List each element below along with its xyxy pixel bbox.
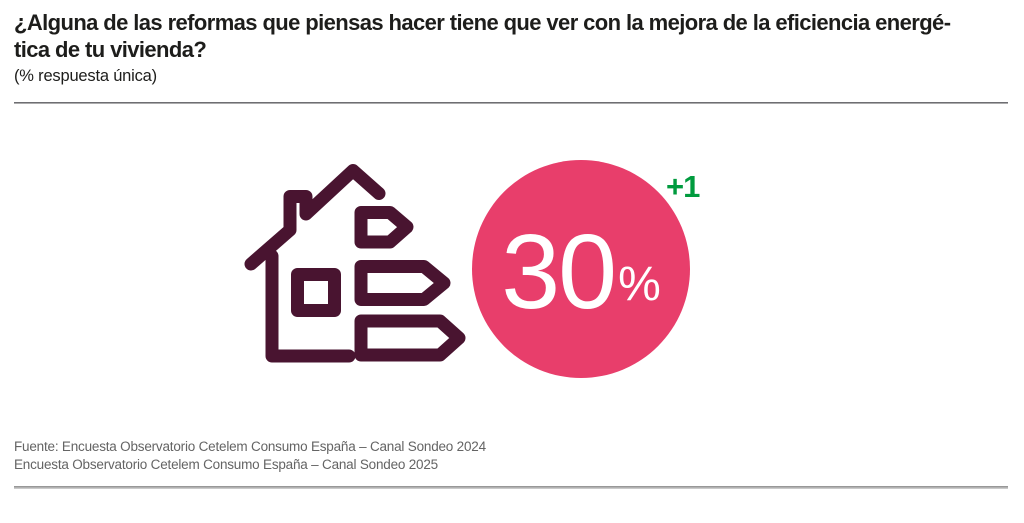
- source-line-2024: Fuente: Encuesta Observatorio Cetelem Co…: [14, 439, 486, 454]
- energy-arrow-medium: [354, 260, 451, 306]
- energy-arrow-large: [354, 314, 466, 362]
- energy-arrow-small: [354, 206, 414, 249]
- page-title-line-2: tica de tu vivienda?: [14, 37, 207, 62]
- source-line-2025: Encuesta Observatorio Cetelem Consumo Es…: [14, 457, 438, 472]
- kpi-circle: 30 %: [472, 160, 690, 378]
- page-title: ¿Alguna de las reformas que piensas hace…: [14, 9, 1014, 63]
- kpi-delta-badge: +1: [666, 169, 700, 204]
- page-title-line-1: ¿Alguna de las reformas que piensas hace…: [14, 10, 951, 35]
- source-footer: Fuente: Encuesta Observatorio Cetelem Co…: [14, 438, 486, 474]
- top-divider: [14, 102, 1008, 104]
- header: ¿Alguna de las reformas que piensas hace…: [14, 9, 1014, 86]
- kpi-value: 30: [501, 213, 617, 331]
- page-subtitle: (% respuesta única): [14, 67, 157, 85]
- kpi-text: 30 %: [501, 219, 661, 325]
- house-energy-rating-icon: [244, 164, 466, 363]
- house-roof-shape: [244, 164, 386, 271]
- kpi-unit: %: [618, 258, 661, 311]
- bottom-divider: [14, 486, 1008, 489]
- house-wall-shape: [265, 249, 356, 363]
- house-window-shape: [291, 268, 341, 317]
